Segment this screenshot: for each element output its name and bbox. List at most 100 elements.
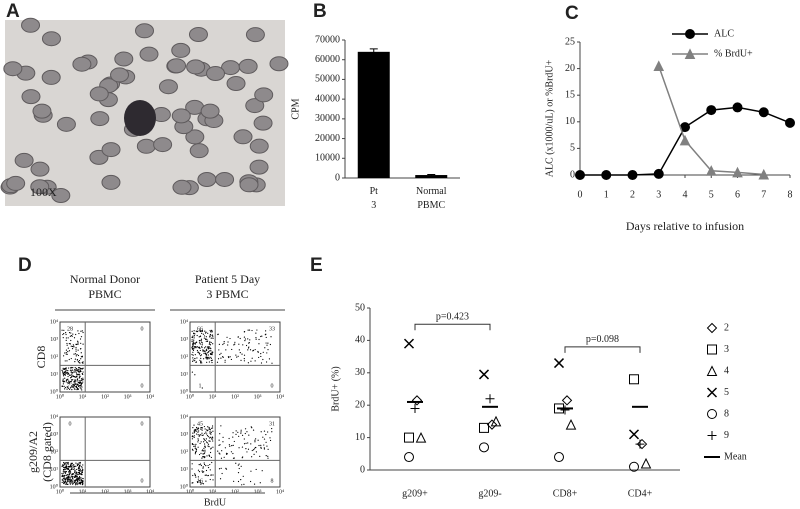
- event: [252, 350, 254, 352]
- event: [264, 347, 266, 349]
- red-cell: [21, 17, 41, 33]
- event: [74, 465, 76, 468]
- event: [76, 358, 79, 361]
- event: [71, 348, 74, 350]
- event: [210, 431, 212, 433]
- event: [62, 370, 64, 372]
- red-cell: [41, 31, 61, 47]
- event: [226, 336, 228, 338]
- event: [80, 330, 82, 332]
- event: [69, 466, 71, 468]
- event: [229, 445, 231, 447]
- event: [218, 439, 220, 441]
- significance-bracket: [564, 346, 641, 353]
- bar: [415, 175, 448, 178]
- event: [206, 338, 208, 341]
- legend-marker: [684, 48, 696, 59]
- event: [194, 447, 196, 449]
- event: [67, 382, 69, 384]
- event: [79, 463, 81, 465]
- event: [195, 476, 197, 478]
- event: [75, 476, 77, 478]
- event: [251, 427, 253, 429]
- event: [67, 367, 70, 369]
- p-value: p=0.423: [436, 311, 469, 322]
- red-cell: [72, 56, 92, 72]
- series-line: [658, 65, 764, 176]
- event: [243, 483, 245, 485]
- event: [77, 473, 79, 476]
- event: [81, 467, 83, 469]
- event: [210, 360, 213, 362]
- legend-label: % BrdU+: [714, 48, 753, 59]
- event: [71, 462, 73, 465]
- event: [64, 374, 66, 376]
- event: [251, 456, 253, 458]
- axis-tick-label: 10³: [50, 337, 58, 343]
- quadrant-percent: 100: [66, 478, 75, 484]
- y-tick-label: 20000: [315, 133, 340, 144]
- event: [244, 428, 247, 430]
- event: [71, 385, 73, 387]
- event: [81, 379, 83, 381]
- event: [74, 484, 77, 486]
- event: [241, 484, 243, 486]
- quadrant-percent: 8: [271, 478, 274, 484]
- event: [199, 343, 202, 345]
- y-tick-label: 0: [570, 169, 575, 180]
- event: [193, 435, 195, 437]
- point: [575, 170, 585, 180]
- event: [260, 447, 262, 449]
- event: [254, 348, 256, 351]
- event: [80, 382, 83, 385]
- event: [207, 436, 210, 438]
- event: [67, 350, 69, 353]
- event: [78, 332, 80, 335]
- legend-label: 2: [724, 322, 729, 333]
- event: [254, 446, 256, 449]
- event: [75, 333, 77, 336]
- event: [191, 339, 193, 341]
- event: [220, 425, 222, 427]
- event: [267, 448, 269, 451]
- quadrant-percent: 0: [141, 478, 144, 484]
- event: [247, 349, 249, 351]
- event: [269, 437, 271, 439]
- event: [258, 444, 260, 447]
- event: [194, 473, 196, 475]
- event: [192, 341, 195, 343]
- event: [73, 370, 75, 372]
- event: [70, 379, 73, 381]
- event: [253, 483, 256, 485]
- x-tick-label: 1: [604, 189, 609, 200]
- event: [192, 474, 194, 477]
- axis-tick-label: 10⁴: [50, 414, 58, 420]
- blood-cells: [0, 17, 289, 203]
- event: [61, 465, 63, 468]
- x-tick-label: 8: [788, 189, 793, 200]
- event: [212, 440, 214, 442]
- event: [194, 333, 196, 335]
- event: [193, 335, 196, 337]
- event: [75, 462, 77, 464]
- event: [196, 334, 198, 337]
- point: [705, 165, 717, 176]
- event: [74, 481, 76, 483]
- event: [76, 380, 78, 382]
- event: [65, 351, 67, 354]
- event: [236, 356, 238, 358]
- event: [251, 357, 253, 359]
- red-cell: [171, 42, 191, 58]
- event: [74, 386, 76, 388]
- event: [251, 329, 253, 332]
- quadrant-percent: 0: [141, 421, 144, 427]
- event: [201, 470, 203, 472]
- event: [228, 444, 230, 446]
- event: [235, 354, 237, 356]
- event: [62, 372, 64, 374]
- event: [65, 483, 67, 485]
- red-cell: [41, 69, 61, 85]
- y-tick-label: 40: [355, 335, 365, 346]
- legend-marker: [707, 431, 717, 440]
- event: [201, 346, 203, 348]
